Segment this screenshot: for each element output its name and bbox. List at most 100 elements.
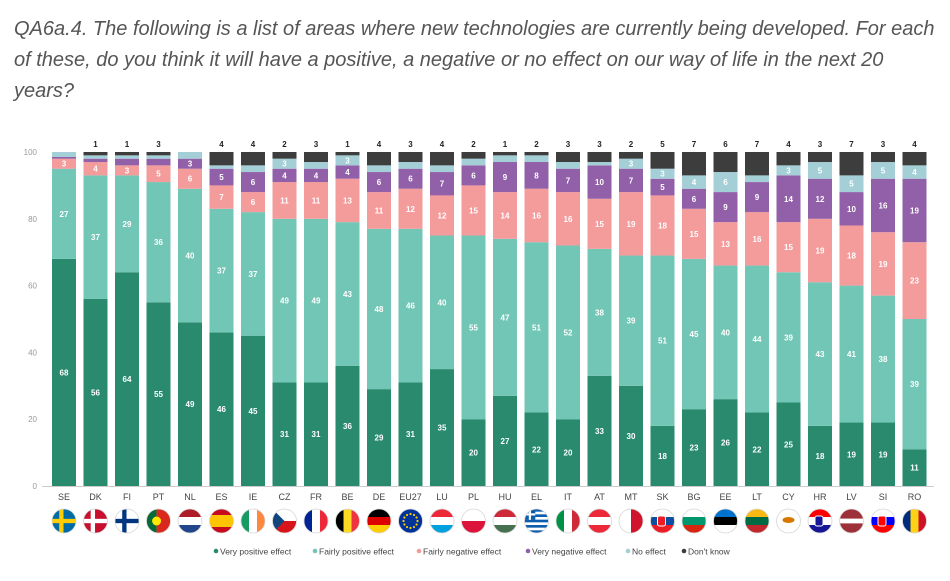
data-label: 26: [721, 439, 730, 448]
data-label: 6: [377, 178, 382, 187]
flag-outline: [650, 508, 675, 534]
flag-outline: [681, 508, 707, 534]
bar-segment: [556, 192, 580, 246]
bar-segment: [430, 172, 454, 196]
dont-know-label: 3: [818, 140, 823, 149]
data-label: 19: [879, 450, 888, 459]
category-label: LT: [752, 492, 762, 502]
bar-segment: [524, 162, 549, 189]
data-label: 29: [375, 434, 384, 443]
data-label: 5: [881, 166, 886, 175]
data-label: 56: [91, 388, 100, 397]
data-label: 31: [280, 430, 289, 439]
bar-segment: [745, 175, 769, 183]
bar-segment: [52, 258, 76, 486]
bar-segment: [682, 188, 706, 209]
bar-segment: [839, 152, 864, 176]
bar-segment: [524, 412, 549, 486]
data-label: 55: [469, 323, 478, 332]
bar-segment: [146, 165, 171, 183]
bar-segment: [776, 272, 801, 403]
data-label: 51: [658, 337, 667, 346]
dont-know-label: 3: [597, 140, 602, 149]
bar-segment: [209, 168, 234, 186]
y-tick-label: 80: [28, 215, 37, 224]
bar-segment: [335, 222, 360, 366]
flag-icon: [209, 509, 234, 533]
category-label: EE: [719, 492, 731, 502]
bar-segment: [493, 162, 517, 193]
data-label: 52: [564, 328, 573, 337]
dont-know-label: 3: [314, 140, 319, 149]
data-label: 27: [60, 210, 69, 219]
flag-outline: [209, 508, 234, 534]
bar-segment: [241, 165, 265, 173]
bar-segment: [871, 178, 895, 233]
data-label: 9: [503, 173, 508, 182]
bar-segment: [146, 182, 171, 303]
bar-segment: [650, 425, 675, 486]
bar-segment: [241, 152, 265, 166]
data-label: 10: [595, 178, 604, 187]
dont-know-label: 4: [251, 140, 256, 149]
flag-icon: [619, 509, 643, 533]
data-label: 12: [438, 211, 447, 220]
data-label: 11: [312, 196, 321, 205]
bar-segment: [304, 162, 328, 169]
y-tick-label: 0: [33, 482, 38, 491]
data-label: 5: [818, 166, 823, 175]
bar-segment: [83, 152, 108, 156]
bar-segment: [745, 265, 769, 413]
flag-icon: [650, 509, 675, 533]
data-label: 4: [912, 168, 917, 177]
flag-icon: [335, 509, 360, 533]
bar-segment: [871, 232, 895, 296]
flag-outline: [524, 508, 549, 534]
category-label: CZ: [279, 492, 291, 502]
data-label: 38: [595, 308, 604, 317]
dont-know-label: 4: [912, 140, 917, 149]
dont-know-label: 1: [93, 140, 98, 149]
dont-know-label: 7: [849, 140, 854, 149]
category-label: DE: [373, 492, 386, 502]
flag-outline: [51, 508, 77, 534]
data-label: 39: [910, 380, 919, 389]
bar-segment: [115, 155, 139, 159]
bar-segment: [398, 168, 423, 189]
bar-segment: [83, 175, 108, 299]
bar-segment: [335, 155, 360, 166]
category-label: EU27: [399, 492, 422, 502]
bar-segment: [52, 168, 76, 259]
bar-segment: [619, 192, 643, 256]
bar-segment: [776, 165, 801, 176]
data-label: 6: [692, 195, 697, 204]
bar-segment: [713, 172, 738, 193]
chart-legend: Very positive effect Fairly positive effe…: [213, 547, 731, 557]
flag-icon: [808, 509, 832, 533]
bar-segment: [115, 272, 139, 486]
bar-segment: [619, 255, 643, 386]
y-tick-label: 20: [28, 415, 37, 424]
bar-segment: [650, 152, 675, 169]
bar-segment: [272, 182, 297, 219]
bar-segment: [83, 155, 108, 159]
bar-segment: [776, 222, 801, 273]
data-label: 27: [501, 437, 510, 446]
bar-segment: [367, 152, 391, 166]
flag-icon: [52, 509, 76, 533]
bar-segment: [115, 165, 139, 176]
data-label: 23: [690, 444, 699, 453]
flag-icon: [524, 509, 549, 533]
data-label: 5: [156, 170, 161, 179]
bar-segment: [902, 152, 927, 166]
data-label: 45: [249, 407, 258, 416]
bar-segment: [461, 158, 486, 166]
data-label: 64: [123, 375, 132, 384]
data-label: 29: [123, 220, 132, 229]
data-label: 20: [469, 449, 478, 458]
flag-outline: [744, 508, 770, 534]
flag-outline: [807, 508, 833, 534]
bar-segment: [902, 178, 927, 243]
bar-segment: [493, 395, 517, 486]
data-label: 19: [847, 450, 856, 459]
